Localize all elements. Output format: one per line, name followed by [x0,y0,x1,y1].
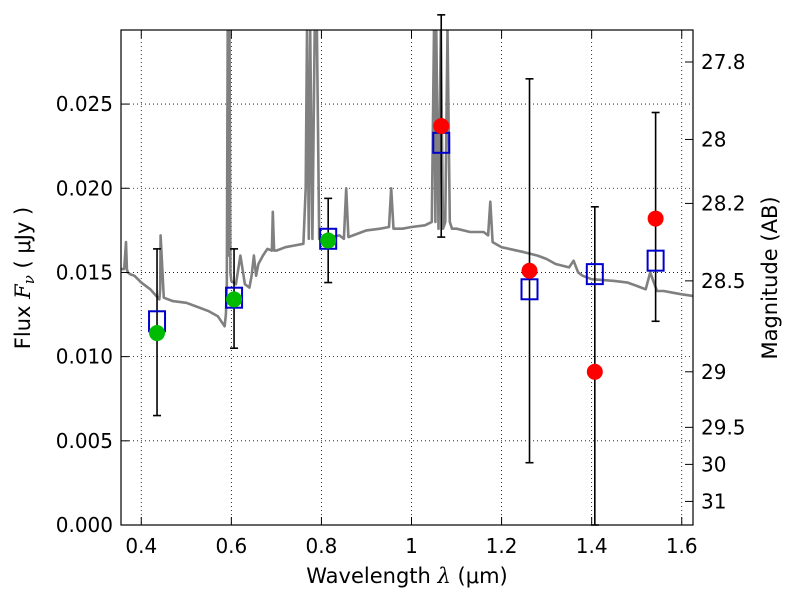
grid-lines [121,30,693,525]
plot-frame [120,29,694,526]
y-tick-label: 0.010 [56,345,113,369]
y-tick-label: 0.020 [56,176,113,200]
observed-point [149,325,166,342]
observed-point [521,262,538,279]
x-tick-label: 1.4 [576,534,608,558]
y2-tick-label: 30 [701,452,726,476]
y2-ticks: 27.8 28 28.2 28.5 29 29.5 30 31 [685,50,746,513]
y-tick-label: 0.005 [56,429,113,453]
y2-tick-label: 31 [701,489,726,513]
plot-background [121,30,693,525]
x-axis-label: Wavelength λ (μm) [306,564,507,588]
y-tick-label: 0.015 [56,260,113,284]
observed-point [226,291,243,308]
error-bars [148,14,665,526]
model-point-square [319,227,338,250]
model-point-square [646,249,665,272]
observed-point [586,363,603,380]
model-point-square [225,286,244,309]
x-tick-label: 0.8 [306,534,338,558]
y-ticks: 0.000 0.005 0.010 0.015 0.020 0.025 [56,92,129,537]
y2-tick-label: 27.8 [701,50,746,74]
x-tick-label: 0.4 [125,534,157,558]
x-tick-label: 1 [405,534,418,558]
y2-tick-label: 29.5 [701,415,746,439]
y2-axis-label: Magnitude (AB) [758,196,782,359]
y-tick-label: 0.000 [56,513,113,537]
observed-point [647,210,664,227]
y2-tick-label: 28 [701,127,726,151]
y2-tick-label: 29 [701,360,726,384]
x-tick-label: 1.6 [666,534,698,558]
y2-tick-label: 28.5 [701,269,746,293]
y-tick-label: 0.025 [56,92,113,116]
y2-tick-label: 28.2 [701,191,746,215]
model-point-square [585,263,604,286]
y-axis-label: Flux Fν ( μJy ) [11,207,39,349]
observed-point [320,232,337,249]
x-tick-label: 1.2 [486,534,518,558]
x-tick-label: 0.6 [215,534,247,558]
observed-point [433,117,450,134]
x-ticks: 0.4 0.6 0.8 1 1.2 1.4 1.6 [125,30,698,558]
model-point-square [520,278,539,301]
